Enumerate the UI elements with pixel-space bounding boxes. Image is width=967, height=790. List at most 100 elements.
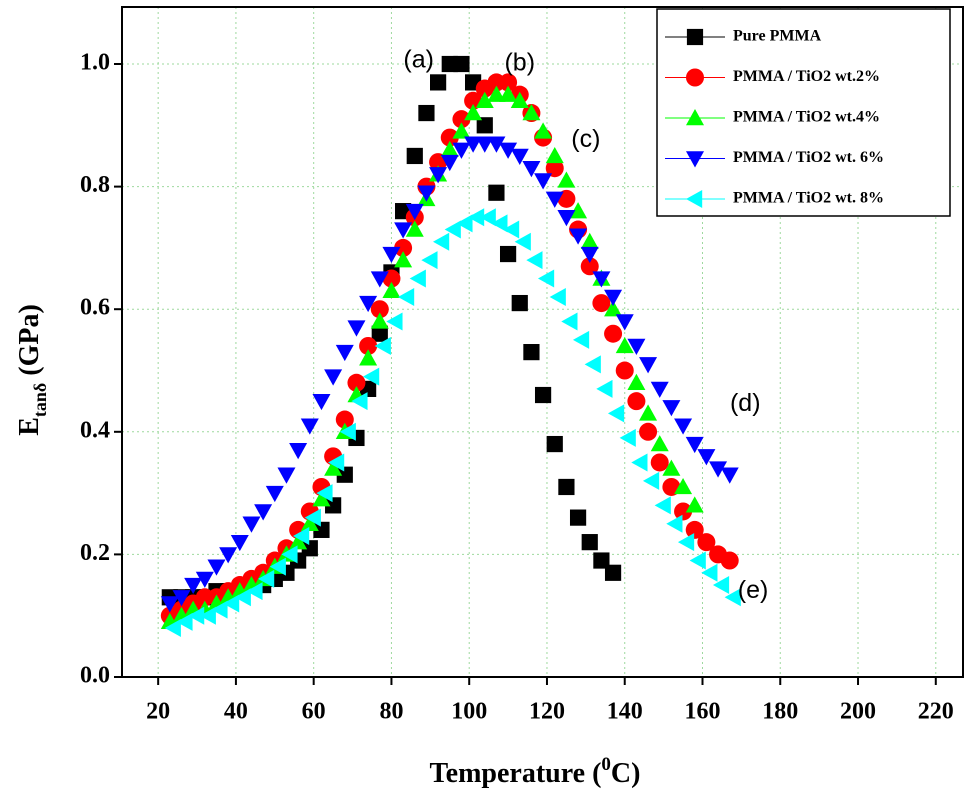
marker xyxy=(300,418,319,435)
marker xyxy=(467,208,485,227)
marker xyxy=(440,140,459,158)
marker xyxy=(254,504,273,521)
marker xyxy=(476,117,493,134)
marker xyxy=(452,122,471,139)
marker xyxy=(464,104,483,121)
marker xyxy=(313,521,330,538)
marker xyxy=(176,612,193,631)
marker xyxy=(712,576,730,595)
marker xyxy=(557,171,576,188)
marker xyxy=(370,312,389,329)
marker xyxy=(328,453,345,472)
marker xyxy=(277,467,296,484)
y-title-sub: tanδ xyxy=(30,383,50,417)
y-tick-label: 0.6 xyxy=(80,295,110,321)
x-tick-label: 120 xyxy=(529,699,565,725)
marker xyxy=(172,590,191,607)
marker xyxy=(491,214,508,233)
marker xyxy=(580,232,599,249)
marker xyxy=(662,400,681,417)
marker xyxy=(499,85,518,102)
marker xyxy=(604,300,623,317)
marker xyxy=(526,251,543,270)
y-tick-label: 1.0 xyxy=(80,50,110,76)
annotation: (d) xyxy=(730,389,761,417)
marker xyxy=(312,393,331,411)
marker xyxy=(444,220,461,239)
marker xyxy=(430,74,447,91)
marker xyxy=(686,109,704,126)
marker xyxy=(440,154,459,172)
marker xyxy=(405,203,424,221)
marker xyxy=(242,516,261,533)
marker xyxy=(569,202,588,219)
marker xyxy=(452,110,471,129)
marker xyxy=(452,142,471,159)
marker xyxy=(604,564,622,581)
marker xyxy=(584,355,601,374)
marker xyxy=(666,514,683,533)
marker xyxy=(639,357,658,374)
marker xyxy=(534,122,553,139)
marker xyxy=(592,271,611,288)
marker xyxy=(639,422,658,441)
x-tick-label: 40 xyxy=(224,699,248,725)
marker xyxy=(674,477,693,495)
marker xyxy=(184,577,203,595)
marker xyxy=(580,257,599,276)
marker xyxy=(650,435,669,452)
marker xyxy=(569,509,587,526)
plot-frame xyxy=(121,6,964,678)
marker xyxy=(316,484,333,503)
y-title-text: (GPa) xyxy=(14,304,45,383)
marker xyxy=(421,251,438,270)
marker xyxy=(607,404,625,423)
marker xyxy=(397,287,415,306)
marker xyxy=(219,547,238,564)
marker xyxy=(475,91,494,108)
x-title-text: Temperature ( xyxy=(430,758,602,789)
marker xyxy=(522,104,541,121)
marker xyxy=(549,287,566,306)
marker xyxy=(720,551,739,570)
annotation: (a) xyxy=(403,46,434,74)
marker xyxy=(685,496,704,513)
marker xyxy=(409,269,426,288)
marker xyxy=(336,466,353,483)
x-title-text: C) xyxy=(611,758,641,789)
marker xyxy=(686,68,704,87)
marker xyxy=(394,251,413,268)
marker xyxy=(405,220,424,237)
marker xyxy=(370,300,389,319)
marker xyxy=(534,173,553,190)
marker xyxy=(429,167,448,184)
marker xyxy=(701,563,718,582)
marker xyxy=(359,295,378,313)
annotation: (e) xyxy=(738,576,769,604)
marker xyxy=(534,386,552,404)
marker xyxy=(258,569,275,588)
y-tick-label: 0.0 xyxy=(80,663,110,689)
marker xyxy=(301,540,318,557)
marker xyxy=(662,459,681,476)
marker xyxy=(487,85,506,102)
marker xyxy=(234,588,251,607)
x-tick-label: 100 xyxy=(451,699,487,725)
marker xyxy=(650,381,669,398)
marker xyxy=(619,428,636,447)
marker xyxy=(546,435,563,453)
legend-label: Pure PMMA xyxy=(733,28,822,45)
x-tick-label: 20 xyxy=(146,699,170,725)
marker xyxy=(269,557,286,576)
marker xyxy=(596,379,613,398)
marker xyxy=(686,190,703,208)
marker xyxy=(615,361,634,380)
y-tick-label: 0.4 xyxy=(80,417,110,443)
x-tick-label: 220 xyxy=(918,699,954,725)
marker xyxy=(199,606,216,625)
legend-label: PMMA / TiO2 wt. 6% xyxy=(733,149,884,166)
marker xyxy=(615,336,634,354)
marker xyxy=(511,294,528,312)
marker xyxy=(418,104,435,122)
